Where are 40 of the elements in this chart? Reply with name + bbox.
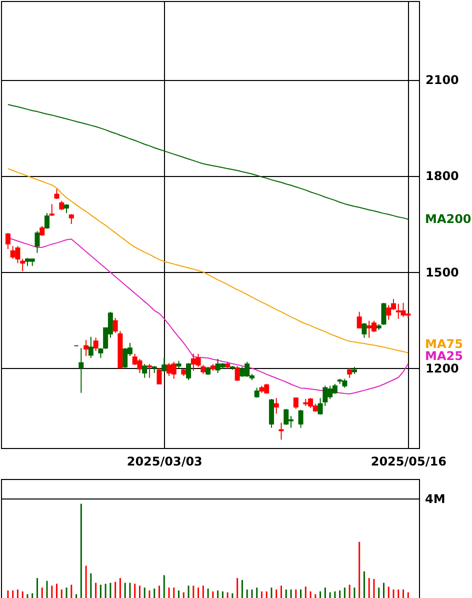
x-tick-label: 2025/03/03 — [126, 454, 202, 468]
y-tick-label: 2100 — [426, 73, 459, 88]
candlestick — [68, 214, 74, 225]
candlestick — [234, 365, 240, 382]
candlestick — [156, 367, 162, 384]
candlestick — [49, 204, 54, 217]
candlestick — [362, 322, 367, 338]
series-label: MA25 — [425, 348, 463, 363]
candlestick — [146, 364, 152, 378]
series-label: MA75 — [425, 336, 463, 351]
candlestick — [88, 336, 94, 358]
candlestick — [186, 362, 192, 381]
series-label: MA200 — [425, 212, 472, 226]
candlestick — [54, 188, 60, 200]
candlestick — [112, 317, 118, 334]
candlestick — [347, 367, 352, 378]
y-tick-label: 1800 — [426, 169, 459, 184]
ref-line-label: 4M — [425, 492, 446, 506]
candlestick — [84, 340, 89, 357]
candlestick — [293, 398, 298, 410]
candlestick — [142, 364, 148, 378]
candlestick — [162, 357, 167, 372]
candlestick — [5, 232, 10, 250]
candlestick — [298, 409, 304, 428]
x-tick-label: 2025/05/16 — [370, 454, 446, 468]
line-series — [7, 104, 409, 220]
y-tick-label: 1500 — [426, 265, 459, 280]
candlestick — [356, 311, 362, 328]
candlestick — [44, 212, 50, 230]
candlestick — [40, 225, 45, 236]
line-series — [7, 168, 409, 354]
candlestick — [278, 422, 284, 440]
candlestick — [78, 348, 84, 394]
candlestick — [274, 398, 279, 414]
candlestick — [34, 230, 40, 254]
y-tick-label: 1200 — [426, 361, 459, 376]
candlestick — [98, 348, 104, 358]
candlestick — [20, 258, 26, 272]
candlestick — [93, 337, 98, 352]
candlestick — [254, 387, 260, 398]
